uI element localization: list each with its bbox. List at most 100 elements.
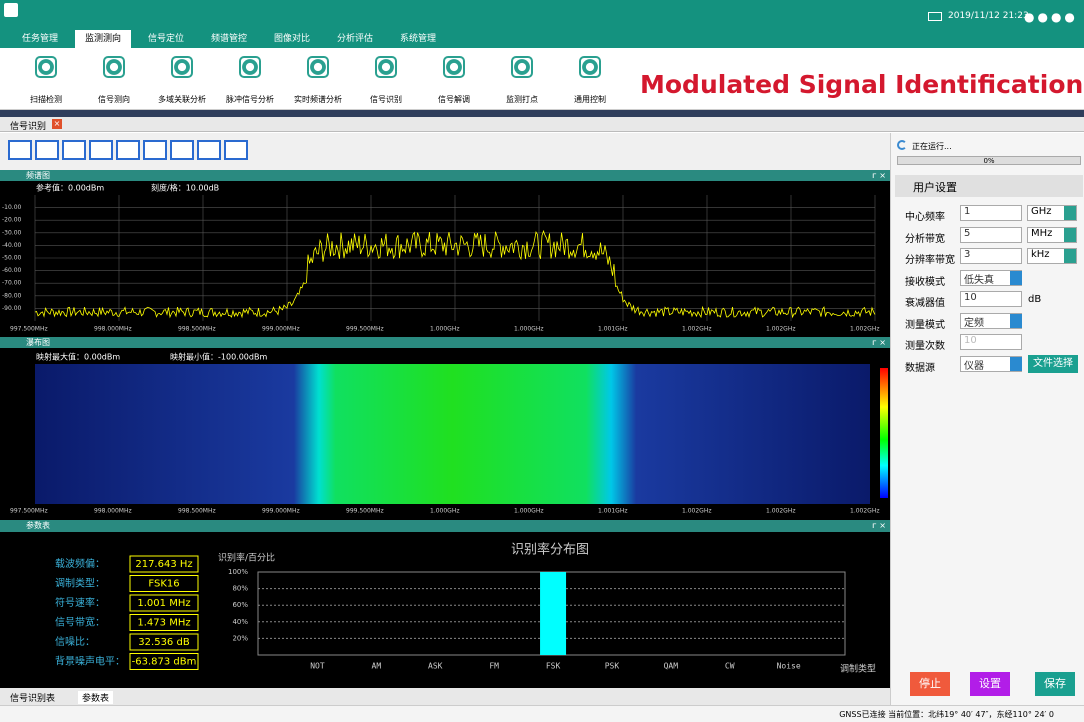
nav-tab[interactable]: 信号定位 [138,30,194,48]
tool-icon[interactable] [579,56,601,78]
tool-label[interactable]: 信号测向 [80,94,148,105]
y-tick-label: 60% [232,601,248,609]
nav-tab[interactable]: 图像对比 [264,30,320,48]
color-bar [880,368,888,498]
status-text: GNSS已连接 当前位置：北纬19° 40′ 47″，东经110° 24′ 0 [839,709,1054,720]
tab-strip [0,110,1084,117]
x-tick-label: 999.000MHz [262,326,300,333]
param-label: 载波频偏： [55,557,105,570]
tool-icon[interactable] [307,56,329,78]
nav-tab[interactable]: 任务管理 [12,30,68,48]
tool-icon[interactable] [511,56,533,78]
field-input[interactable]: 10 [960,334,1022,350]
tool-label[interactable]: 监测打点 [488,94,556,105]
tool-label[interactable]: 实时频谱分析 [284,94,352,105]
dropdown-arrow[interactable] [1064,249,1076,263]
x-tick-label: 997.500MHz [10,508,48,515]
panel-title: 频谱图 [26,171,50,180]
x-tick-label: 1.002GHz [766,326,796,333]
x-tick-label: 998.000MHz [94,326,132,333]
nav-tab[interactable]: 频谱管控 [201,30,257,48]
x-tick-label: 999.500MHz [346,508,384,515]
y-tick-label: -90.00 [2,305,22,312]
dropdown-arrow[interactable] [1010,314,1022,328]
tool-label[interactable]: 扫描检测 [12,94,80,105]
doc-tab[interactable]: 信号识别 [10,119,46,132]
tool-icon[interactable] [171,56,193,78]
mod-icon[interactable] [143,140,167,160]
field-label: 中心频率 [905,208,945,223]
mod-icon[interactable] [35,140,59,160]
nav-tab[interactable]: 分析评估 [327,30,383,48]
x-tick-label: 998.500MHz [178,326,216,333]
nav-tab[interactable]: 系统管理 [390,30,446,48]
x-tick-label: PSK [605,662,620,671]
field-label: 接收模式 [905,273,945,288]
field-label: 分辨率带宽 [905,251,955,266]
mod-icon[interactable] [170,140,194,160]
tool-icon[interactable] [239,56,261,78]
field-label: 衰减器值 [905,294,945,309]
tool-label[interactable]: 脉冲信号分析 [216,94,284,105]
field-input[interactable]: 1 [960,205,1022,221]
tool-label[interactable]: 多域关联分析 [148,94,216,105]
section-header: 用户设置 [895,175,1083,197]
x-tick-label: NOT [310,662,325,671]
action-button[interactable]: 保存 [1035,672,1075,696]
modulation-icons [8,140,258,162]
param-label: 背景噪声电平： [55,655,125,668]
param-label: 信号带宽： [55,616,105,629]
mod-icon[interactable] [62,140,86,160]
field-input[interactable]: 10 [960,291,1022,307]
bottom-tab[interactable]: 信号识别表 [10,691,55,704]
dropdown-arrow[interactable] [1064,206,1076,220]
x-tick-label: 999.500MHz [346,326,384,333]
y-tick-label: -60.00 [2,267,22,274]
nav-tab[interactable]: 监测测向 [75,30,131,48]
tool-label[interactable]: 信号解调 [420,94,488,105]
x-tick-label: 1.002GHz [766,508,796,515]
x-tick-label: ASK [428,662,443,671]
param-value: 32.536 dB [138,637,190,648]
param-value: 1.473 MHz [137,618,190,629]
settings-form: 中心频率1GHz分析带宽5MHz分辨率带宽3kHz接收模式低失真衰减器值10dB… [890,200,1084,400]
field-label: 测量次数 [905,337,945,352]
param-label: 调制类型： [55,577,105,590]
mod-icon[interactable] [8,140,32,160]
mod-icon[interactable] [224,140,248,160]
field-label: 测量模式 [905,316,945,331]
mod-icon[interactable] [89,140,113,160]
spinner [897,140,907,150]
tool-icon[interactable] [35,56,57,78]
chart-title: 识别率分布图 [511,542,589,558]
field-input[interactable]: 5 [960,227,1022,243]
y-tick-label: 40% [232,618,248,626]
map-max: 映射最大值：0.00dBm [36,352,120,362]
field-input[interactable]: 3 [960,248,1022,264]
tool-icon[interactable] [375,56,397,78]
file-button[interactable]: 文件选择 [1028,355,1078,373]
y-tick-label: -30.00 [2,229,22,236]
tool-icon[interactable] [443,56,465,78]
dropdown-arrow[interactable] [1064,228,1076,242]
mod-icon[interactable] [197,140,221,160]
y-tick-label: 100% [228,568,248,576]
panel-title: 参数表 [26,521,50,530]
tool-icon[interactable] [103,56,125,78]
window-controls[interactable]: ●●●● [1024,10,1078,24]
tool-label[interactable]: 信号识别 [352,94,420,105]
spectrum-plot: -10.00-20.00-30.00-40.00-50.00-60.00-70.… [0,181,890,337]
banner: Modulated Signal Identification [640,70,1083,99]
dropdown-arrow[interactable] [1010,271,1022,285]
mod-icon[interactable] [116,140,140,160]
action-button[interactable]: 设置 [970,672,1010,696]
dropdown-arrow[interactable] [1010,357,1022,371]
y-tick-label: -70.00 [2,280,22,287]
action-button[interactable]: 停止 [910,672,950,696]
tab-close[interactable]: × [52,119,62,129]
run-status: 正在运行... [912,141,952,152]
bottom-tab[interactable]: 参数表 [78,691,113,704]
tool-label[interactable]: 通用控制 [556,94,624,105]
